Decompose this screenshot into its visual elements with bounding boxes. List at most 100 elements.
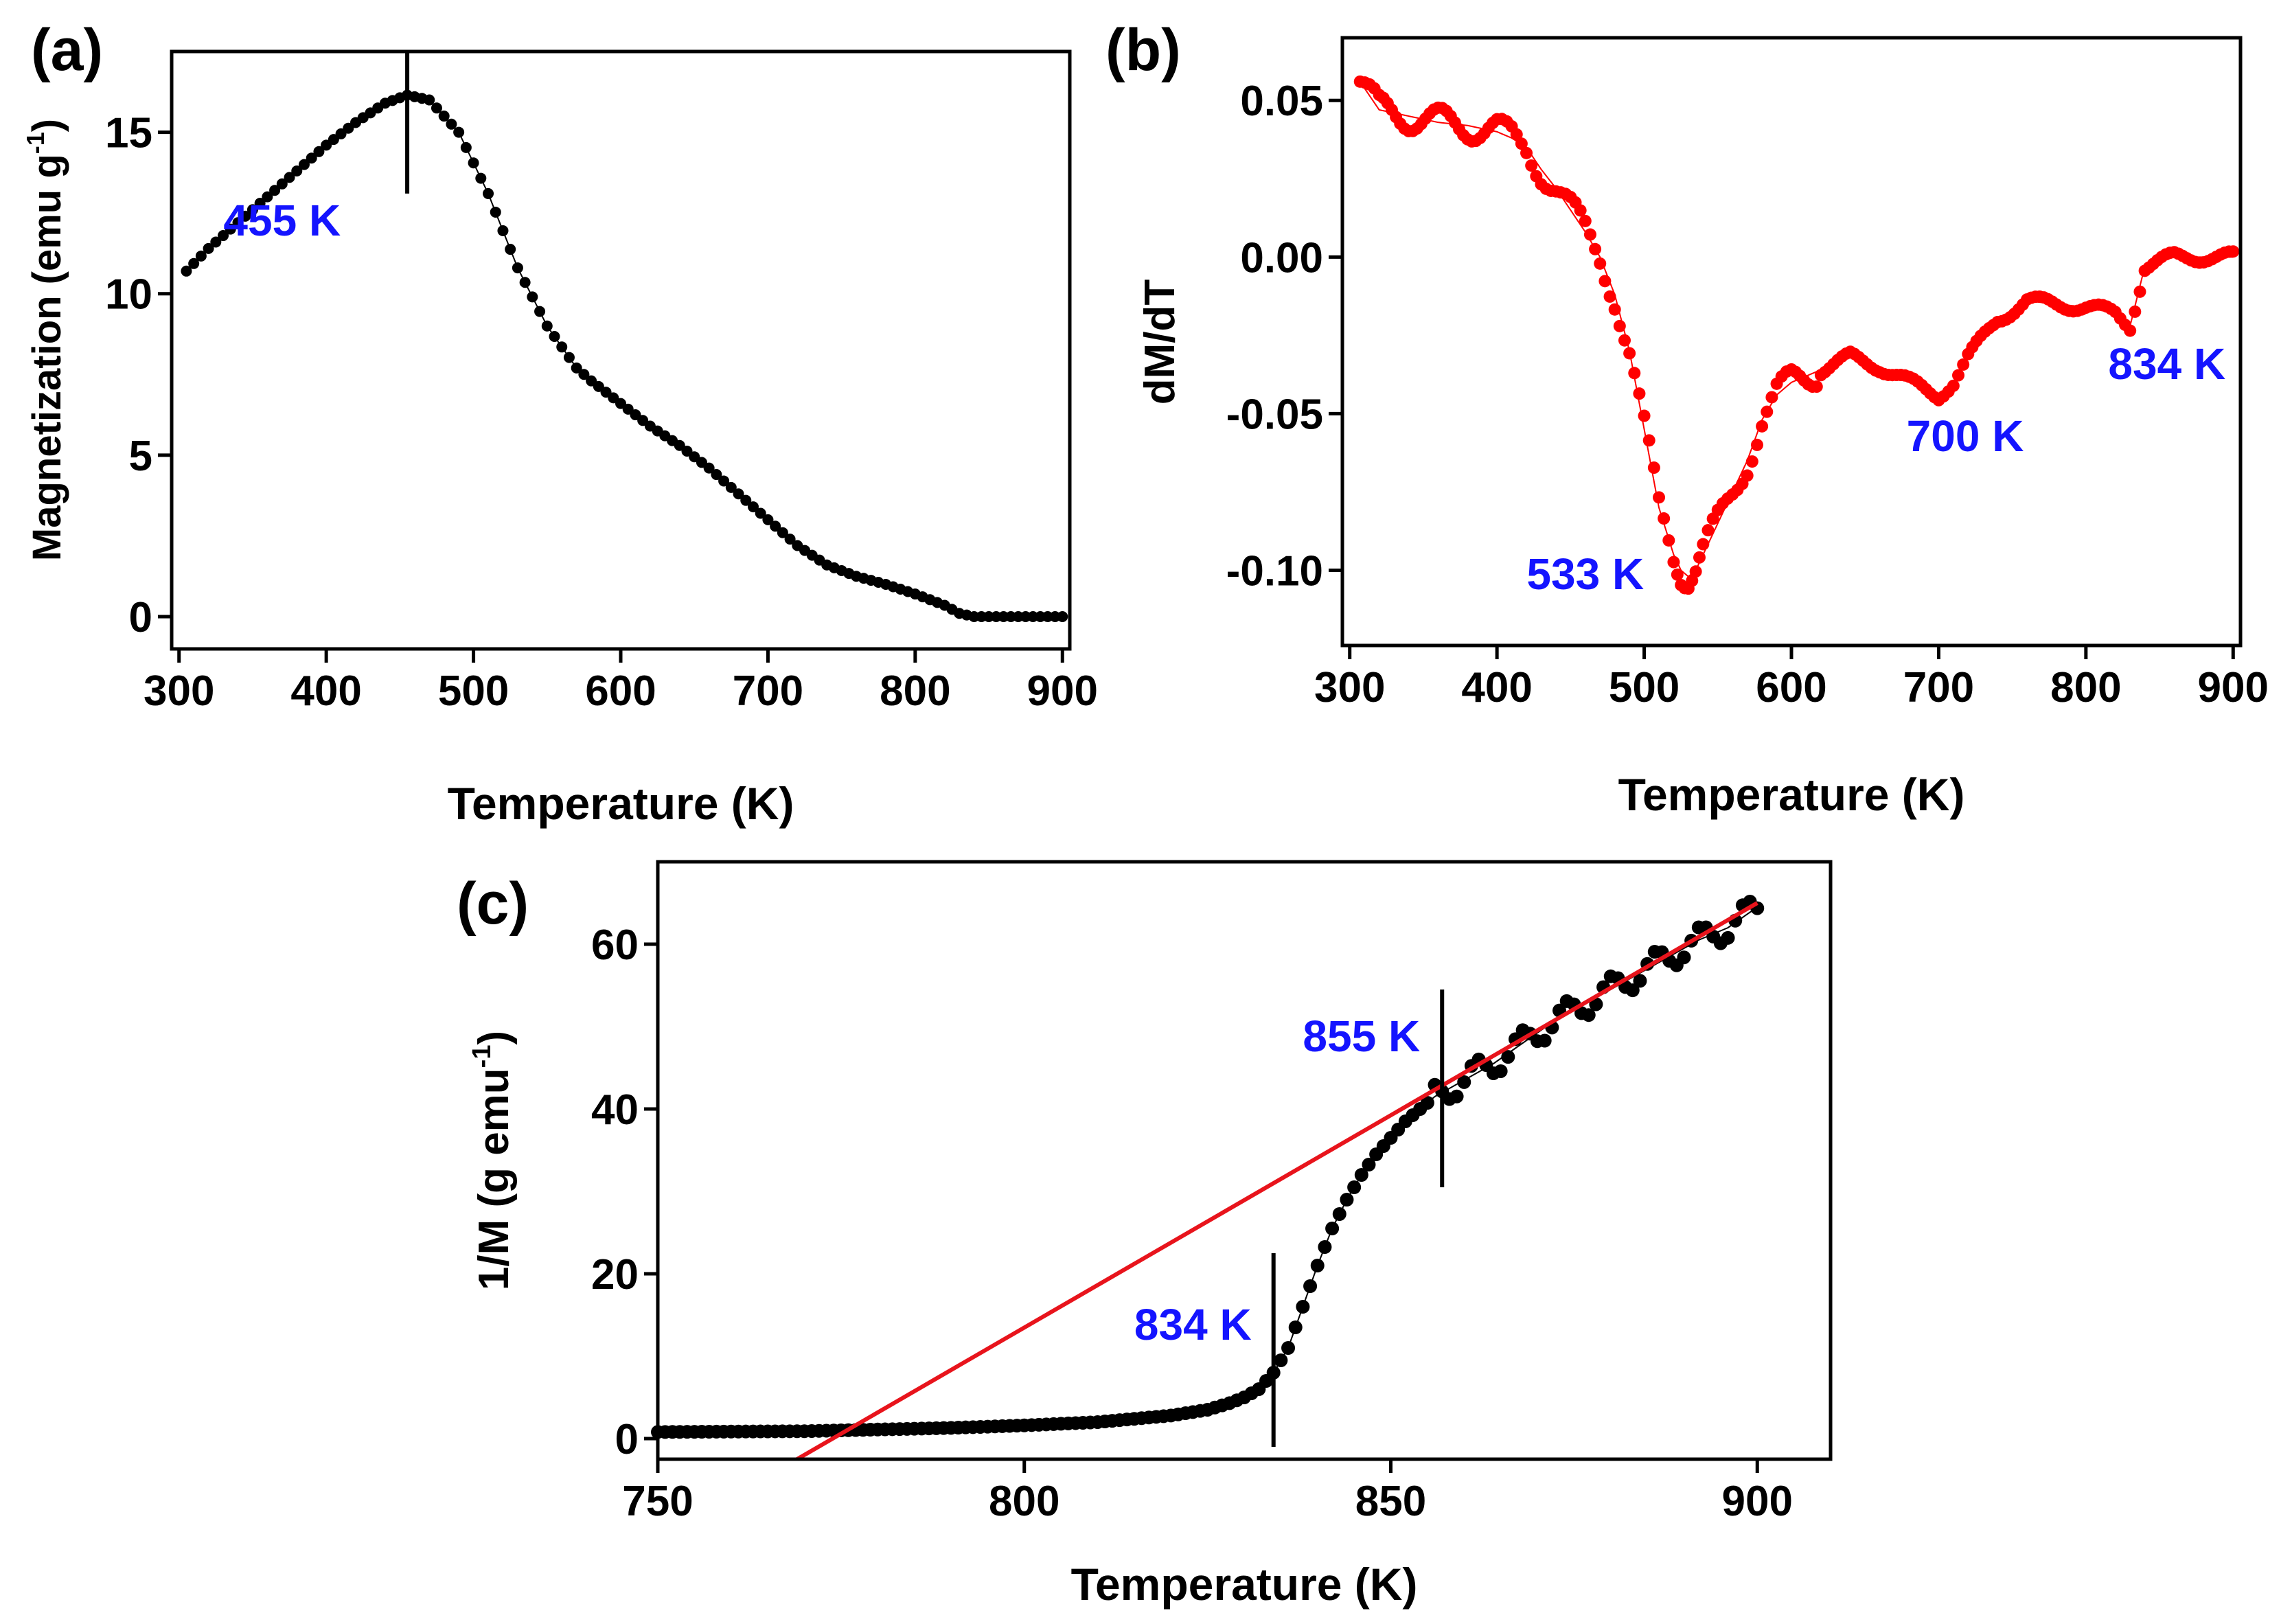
data-point	[203, 242, 214, 254]
data-point	[1274, 1353, 1288, 1367]
marker-label: 855 K	[1303, 1011, 1420, 1061]
data-point	[1325, 1222, 1340, 1235]
data-point	[306, 152, 317, 164]
panel-b-y-ticks: 0.05 0.00 -0.05 -0.10	[1226, 78, 1342, 595]
panel-c-chart: (c) 834 K 855 K 750 800 850 900 0 20 40 60 Temp…	[457, 860, 1833, 1610]
data-point	[747, 501, 759, 513]
y-tick-label: 40	[591, 1086, 639, 1134]
data-point	[718, 475, 730, 487]
data-point	[711, 469, 722, 481]
series-line	[657, 906, 1758, 1433]
data-point	[1493, 1064, 1508, 1078]
data-point	[1594, 257, 1607, 270]
data-point	[1745, 455, 1758, 468]
data-point	[527, 291, 538, 303]
panel-a-x-axis-title: Temperature (K)	[448, 778, 794, 829]
y-tick-label: -0.05	[1226, 391, 1323, 438]
data-point	[1618, 334, 1631, 347]
panel-c-series	[651, 894, 1765, 1439]
x-tick-label: 400	[290, 667, 361, 715]
data-point	[195, 250, 207, 262]
panel-c-label: (c)	[457, 871, 529, 937]
data-point	[2133, 285, 2146, 298]
data-point	[446, 118, 457, 130]
data-point	[1765, 391, 1778, 404]
x-tick-label: 900	[1722, 1478, 1793, 1525]
data-point	[1603, 290, 1616, 303]
data-point	[512, 262, 523, 274]
panel-a-markers: 455 K	[223, 52, 410, 245]
data-point	[578, 369, 590, 380]
panel-c-y-ticks: 0 20 40 60	[591, 922, 658, 1463]
data-point	[1623, 347, 1636, 360]
data-point	[1525, 159, 1538, 172]
panel-a-x-ticks: 300 400 500 600 700 800 900	[144, 649, 1098, 715]
data-point	[1354, 1168, 1368, 1182]
panel-a-y-axis-title: Magnetization (emu g-1)	[21, 119, 69, 561]
data-point	[1761, 405, 1774, 418]
data-point	[1721, 930, 1735, 945]
series-line	[185, 94, 1063, 617]
x-tick-label: 400	[1461, 664, 1532, 711]
y-tick-label: 60	[591, 922, 639, 969]
data-point	[2227, 245, 2240, 258]
data-point	[1693, 551, 1706, 564]
panel-b-plot-frame	[1340, 36, 2243, 648]
series-line	[1359, 81, 2234, 577]
data-point	[770, 521, 781, 532]
y-tick-label: 20	[591, 1251, 639, 1299]
panel-a-chart: (a) 455 K 300 400 500 600 700 800 900 0 5 10 15 T…	[21, 17, 1098, 829]
data-point	[218, 230, 229, 242]
data-point	[740, 494, 752, 506]
data-point	[1638, 409, 1651, 422]
data-point	[1662, 534, 1675, 547]
x-tick-label: 900	[1027, 667, 1098, 715]
panel-b-series	[1353, 75, 2240, 595]
data-point	[777, 527, 788, 538]
y-tick-label: -0.10	[1226, 548, 1323, 595]
data-point	[1296, 1300, 1310, 1314]
data-point	[1457, 1075, 1471, 1089]
data-point	[247, 204, 258, 216]
x-tick-label: 300	[1314, 664, 1385, 711]
data-point	[505, 244, 516, 255]
data-point	[424, 94, 435, 106]
data-point	[262, 191, 273, 203]
data-point	[1658, 512, 1671, 525]
data-point	[1057, 610, 1068, 622]
data-point	[1347, 1180, 1362, 1194]
data-point	[1579, 214, 1592, 227]
data-point	[1362, 1158, 1376, 1171]
panel-b-chart: (b) 533 K 700 K 834 K 300 400 500 600 700 800 90…	[1105, 17, 2269, 820]
data-point	[181, 265, 192, 277]
annotation-label: 533 K	[1526, 549, 1644, 599]
data-point	[1598, 275, 1612, 288]
data-point	[1501, 1050, 1515, 1064]
data-point	[1625, 983, 1640, 998]
data-point	[1449, 1089, 1464, 1103]
data-point	[188, 258, 200, 269]
x-tick-label: 800	[2050, 664, 2121, 711]
panel-b-y-axis-title: dM/dT	[1136, 279, 1184, 405]
x-tick-label: 700	[1903, 664, 1974, 711]
data-point	[240, 210, 251, 222]
data-point	[1589, 997, 1603, 1011]
data-point	[210, 236, 222, 248]
data-point	[703, 462, 715, 474]
data-point	[1520, 146, 1533, 159]
data-point	[490, 206, 501, 218]
data-point	[2129, 305, 2142, 318]
data-point	[1701, 524, 1715, 537]
data-point	[1697, 538, 1710, 551]
x-tick-label: 900	[2198, 664, 2269, 711]
data-point	[1281, 1341, 1296, 1355]
data-point	[1589, 242, 1602, 255]
data-point	[483, 187, 494, 199]
panel-c-x-axis-title: Temperature (K)	[1071, 1559, 1418, 1610]
data-point	[276, 178, 288, 190]
data-point	[453, 126, 465, 138]
data-point	[475, 172, 487, 184]
data-point	[1310, 1259, 1325, 1272]
data-point	[571, 362, 582, 374]
data-point	[1952, 369, 1965, 382]
